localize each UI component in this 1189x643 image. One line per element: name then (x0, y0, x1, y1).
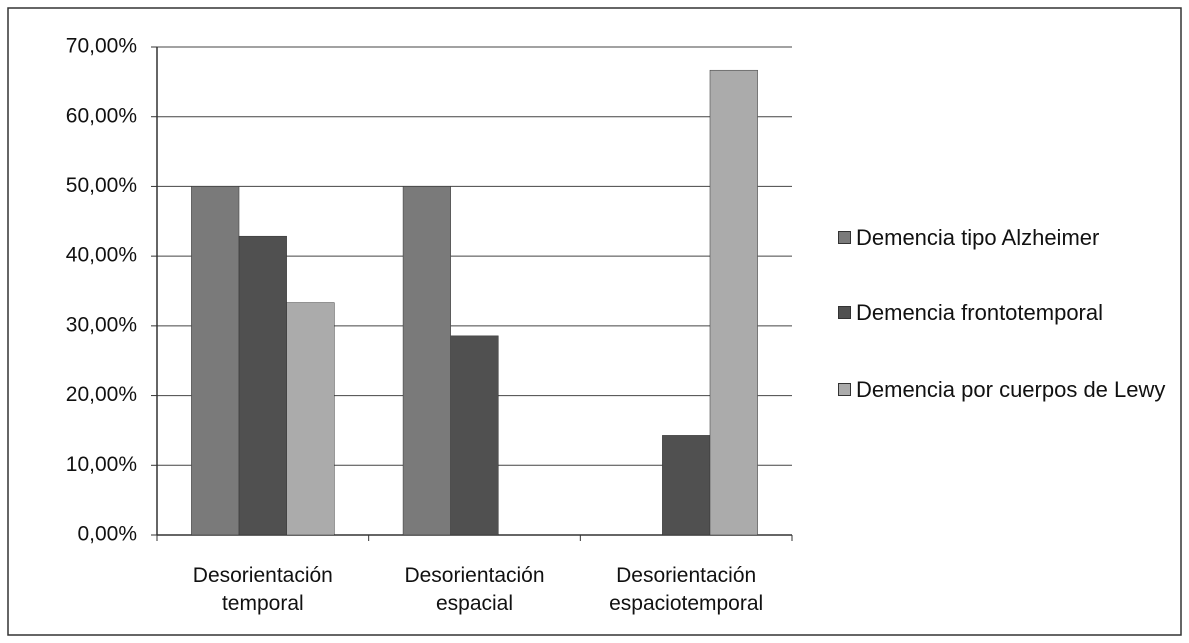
legend-label: Demencia por cuerpos de Lewy (856, 377, 1166, 402)
legend-entry: Demencia tipo Alzheimer (838, 223, 1178, 253)
bar (450, 335, 499, 536)
legend-swatch (838, 306, 851, 319)
x-tick-label: Desorientación espaciotemporal (609, 564, 764, 615)
bar (402, 186, 451, 536)
y-tick-label: 0,00% (77, 523, 137, 546)
bar (709, 69, 758, 536)
x-tick-label: Desorientación espacial (404, 564, 545, 615)
bar (286, 302, 335, 536)
y-tick-label: 10,00% (66, 453, 137, 476)
y-tick-label: 20,00% (66, 383, 137, 406)
chart-border (7, 7, 1182, 636)
legend-swatch (838, 383, 851, 396)
legend-label: Demencia tipo Alzheimer (856, 225, 1100, 250)
legend-entry: Demencia por cuerpos de Lewy (838, 375, 1178, 405)
bar (662, 435, 711, 536)
y-tick-label: 40,00% (66, 244, 137, 267)
y-tick-label: 50,00% (66, 174, 137, 197)
bar (238, 235, 287, 536)
y-tick-label: 70,00% (66, 35, 137, 58)
legend-label: Demencia frontotemporal (856, 300, 1104, 325)
bar (191, 186, 240, 536)
legend-entry: Demencia frontotemporal (838, 298, 1178, 328)
legend-swatch (838, 231, 851, 244)
y-tick-label: 60,00% (66, 104, 137, 127)
x-tick-label: Desorientación temporal (192, 564, 333, 615)
y-tick-label: 30,00% (66, 313, 137, 336)
